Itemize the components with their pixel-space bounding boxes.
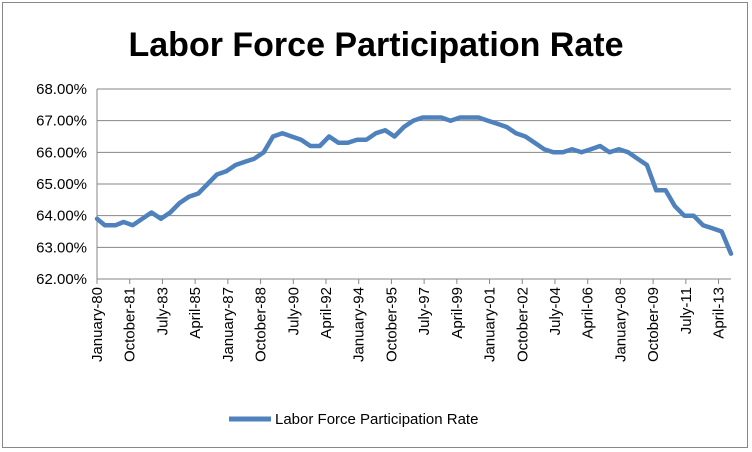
x-axis-tick-labels: January-80 October-81 July-83 April-85 Janua… xyxy=(89,279,728,362)
chart-svg: Labor Force Participation Rate 62.00% 63.… xyxy=(36,26,734,428)
x-tick-label: October-81 xyxy=(122,287,139,362)
y-tick-label: 68.00% xyxy=(36,81,87,98)
x-tick-label: April-99 xyxy=(449,287,466,339)
legend-label: Labor Force Participation Rate xyxy=(275,411,478,428)
gridlines xyxy=(96,88,731,280)
x-tick-label: January-08 xyxy=(612,287,629,362)
y-tick-label: 64.00% xyxy=(36,208,87,225)
y-tick-label: 63.00% xyxy=(36,239,87,256)
x-tick-label: January-01 xyxy=(482,287,499,362)
x-tick-label: October-95 xyxy=(383,287,400,362)
x-tick-label: July-04 xyxy=(547,287,564,335)
x-tick-label: January-87 xyxy=(220,287,237,362)
y-tick-label: 62.00% xyxy=(36,271,87,288)
x-tick-label: July-97 xyxy=(416,287,433,335)
x-tick-label: July-90 xyxy=(285,287,302,335)
y-tick-label: 65.00% xyxy=(36,176,87,193)
y-tick-label: 67.00% xyxy=(36,113,87,130)
series-layer xyxy=(94,115,734,256)
x-tick-label: October-02 xyxy=(514,287,531,362)
y-tick-label: 66.00% xyxy=(36,144,87,161)
y-axis-tick-labels: 62.00% 63.00% 64.00% 65.00% 66.00% 67.00% 68.0… xyxy=(36,81,87,288)
chart-title: Labor Force Participation Rate xyxy=(129,26,624,64)
x-tick-label: October-88 xyxy=(253,287,270,362)
x-tick-label: January-94 xyxy=(351,287,368,362)
x-tick-label: April-85 xyxy=(187,287,204,339)
x-tick-label: July-83 xyxy=(154,287,171,335)
x-tick-label: April-92 xyxy=(318,287,335,339)
x-tick-label: October-09 xyxy=(645,287,662,362)
x-tick-label: July-11 xyxy=(678,287,695,334)
x-tick-label: January-80 xyxy=(89,287,106,362)
legend: Labor Force Participation Rate xyxy=(229,411,478,428)
x-tick-label: April-13 xyxy=(711,287,728,339)
x-tick-label: April-06 xyxy=(580,287,597,339)
chart-frame: Labor Force Participation Rate 62.00% 63.… xyxy=(2,2,748,448)
series-line-labor-force-participation-rate xyxy=(94,115,734,256)
